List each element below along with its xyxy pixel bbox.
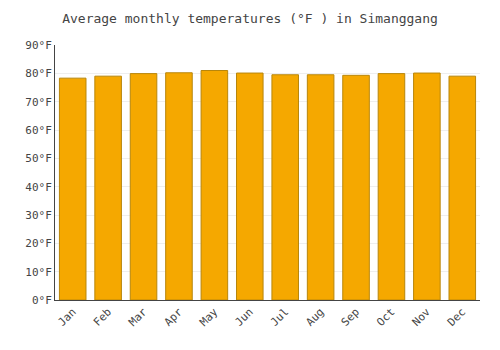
svg-text:20°F: 20°F (25, 237, 52, 250)
svg-text:50°F: 50°F (25, 152, 52, 165)
svg-text:Aug: Aug (303, 306, 326, 329)
svg-text:Sep: Sep (339, 306, 362, 329)
svg-text:Jan: Jan (55, 306, 78, 329)
svg-text:70°F: 70°F (25, 96, 52, 109)
svg-text:Apr: Apr (162, 305, 186, 329)
svg-text:Average monthly temperatures (: Average monthly temperatures (°F ) in Si… (62, 11, 438, 26)
svg-text:0°F: 0°F (32, 294, 52, 307)
svg-text:60°F: 60°F (25, 124, 52, 137)
svg-text:80°F: 80°F (25, 67, 52, 80)
svg-text:30°F: 30°F (25, 209, 52, 222)
svg-text:Mar: Mar (126, 305, 150, 329)
svg-text:May: May (197, 305, 221, 329)
svg-text:40°F: 40°F (25, 181, 52, 194)
svg-text:Nov: Nov (410, 305, 434, 329)
svg-text:90°F: 90°F (25, 39, 52, 52)
svg-text:Feb: Feb (91, 306, 114, 329)
svg-text:Oct: Oct (374, 306, 397, 329)
svg-text:Dec: Dec (445, 306, 468, 329)
svg-text:Jun: Jun (233, 306, 256, 329)
svg-text:Jul: Jul (268, 306, 291, 329)
svg-text:10°F: 10°F (25, 266, 52, 279)
